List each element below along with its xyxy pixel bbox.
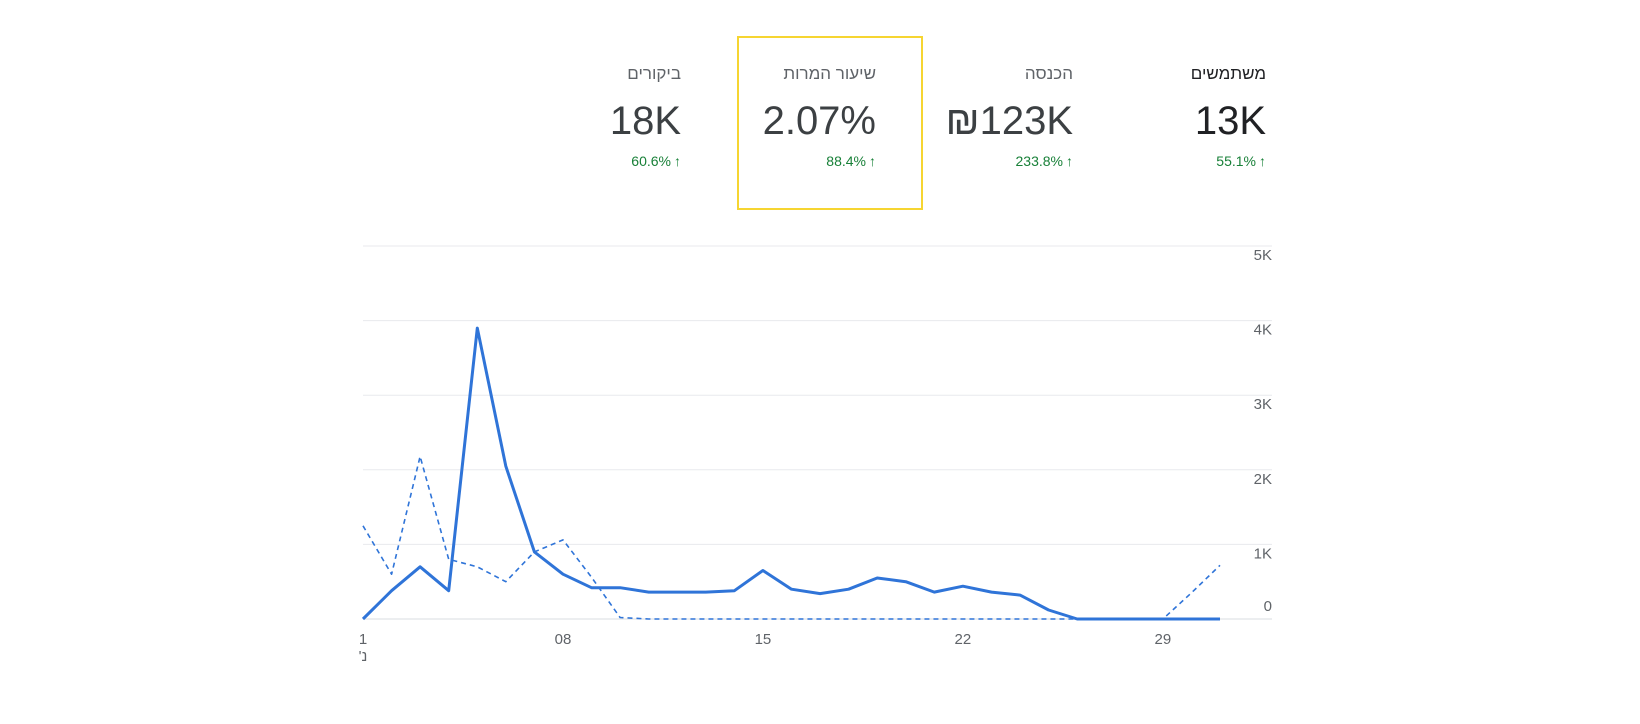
arrow-up-icon: ↑ xyxy=(869,153,876,169)
metric-revenue[interactable]: הכנסה ₪123K 233.8% ↑ xyxy=(903,64,1073,170)
selected-metric-highlight xyxy=(737,36,923,210)
x-tick-label: 08 xyxy=(555,631,572,648)
metric-change: 233.8% ↑ xyxy=(903,152,1073,170)
metric-change: 88.4% ↑ xyxy=(706,152,876,170)
change-percent: 88.4% xyxy=(826,153,866,169)
y-tick-label: 3K xyxy=(1254,396,1272,413)
arrow-up-icon: ↑ xyxy=(674,153,681,169)
series-line-comparison xyxy=(362,455,1221,620)
x-axis-ticks: 1'נ 08 15 22 29 xyxy=(359,631,1172,665)
y-tick-label: 1K xyxy=(1254,545,1272,562)
metric-users[interactable]: משתמשים 13K 55.1% ↑ xyxy=(1096,64,1266,170)
metric-conversion-rate[interactable]: שיעור המרות 2.07% 88.4% ↑ xyxy=(706,64,876,170)
metric-change: 55.1% ↑ xyxy=(1096,152,1266,170)
metric-title: ביקורים xyxy=(627,64,681,83)
x-tick-label: 22 xyxy=(955,631,972,648)
x-tick-label: 29 xyxy=(1155,631,1172,648)
change-percent: 60.6% xyxy=(631,153,671,169)
metric-visits[interactable]: ביקורים 18K 60.6% ↑ xyxy=(511,64,681,170)
series-line-current xyxy=(361,326,1220,621)
metric-value: ₪123K xyxy=(945,99,1073,143)
y-tick-label: 0 xyxy=(1264,598,1272,615)
change-percent: 55.1% xyxy=(1216,153,1256,169)
metric-title: שיעור המרות xyxy=(783,64,876,83)
metric-title: הכנסה xyxy=(1024,64,1073,83)
y-tick-label: 5K xyxy=(1254,247,1272,264)
metric-value: 18K xyxy=(609,99,681,143)
metric-title: משתמשים xyxy=(1190,64,1266,83)
x-tick-label: 1 xyxy=(359,631,367,648)
y-tick-label: 2K xyxy=(1254,471,1272,488)
series-lines xyxy=(361,326,1221,621)
x-tick-sublabel: 'נ xyxy=(359,648,368,665)
metric-value: 2.07% xyxy=(762,99,876,143)
metric-change: 60.6% ↑ xyxy=(511,152,681,170)
arrow-up-icon: ↑ xyxy=(1066,153,1073,169)
arrow-up-icon: ↑ xyxy=(1259,153,1266,169)
metric-value: 13K xyxy=(1194,99,1266,143)
x-tick-label: 15 xyxy=(755,631,772,648)
change-percent: 233.8% xyxy=(1015,153,1063,169)
y-tick-label: 4K xyxy=(1254,322,1272,339)
y-axis-ticks: 0 1K 2K 3K 4K 5K xyxy=(1254,247,1272,615)
